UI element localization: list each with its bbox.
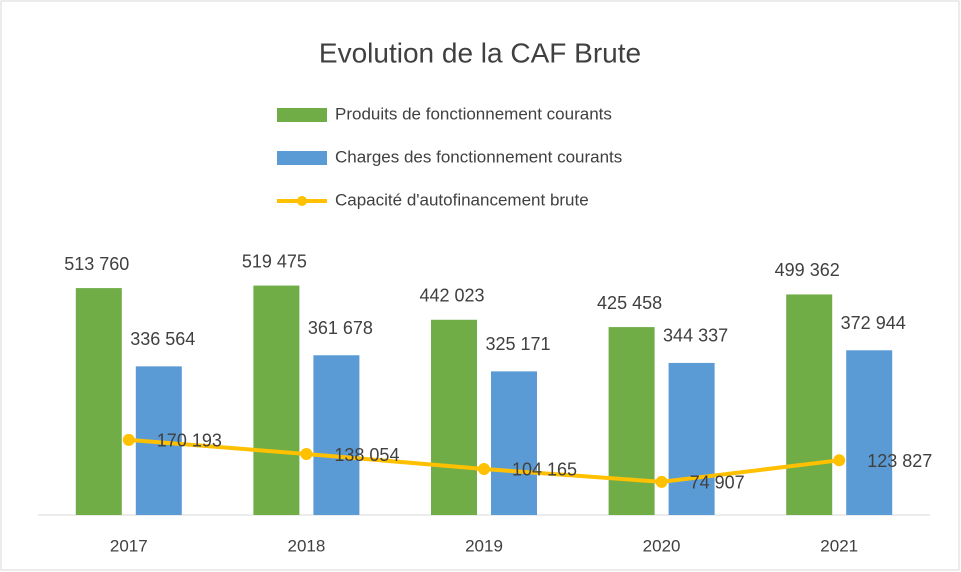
bar <box>431 319 477 515</box>
data-label: 336 564 <box>130 329 195 349</box>
data-label: 325 171 <box>485 334 550 354</box>
bar <box>313 355 360 515</box>
data-label: 123 827 <box>867 451 932 471</box>
data-label: 372 944 <box>841 313 906 333</box>
x-tick-label: 2021 <box>820 536 858 555</box>
line-marker <box>122 433 135 446</box>
x-tick-label: 2018 <box>287 536 325 555</box>
x-tick-label: 2017 <box>110 536 148 555</box>
line-marker <box>300 448 313 461</box>
x-tick-label: 2020 <box>643 536 681 555</box>
data-label: 74 907 <box>690 473 745 493</box>
data-label: 170 193 <box>157 431 222 451</box>
line-marker <box>655 475 668 488</box>
bar <box>491 371 537 515</box>
legend-swatch <box>277 108 327 122</box>
x-tick-label: 2019 <box>465 536 503 555</box>
data-label: 513 760 <box>64 254 129 274</box>
data-label: 519 475 <box>242 251 307 271</box>
chart-title: Evolution de la CAF Brute <box>319 37 641 68</box>
legend-swatch <box>277 151 327 165</box>
line-marker <box>478 462 490 475</box>
bar <box>668 362 715 515</box>
data-label: 361 678 <box>308 318 373 338</box>
legend-label: Capacité d'autofinancement brute <box>335 190 589 209</box>
bar <box>253 285 300 515</box>
data-label: 425 458 <box>597 293 662 313</box>
bar <box>608 327 655 515</box>
legend-label: Charges des fonctionnement courants <box>335 147 622 166</box>
data-label: 138 054 <box>334 445 399 465</box>
data-label: 104 165 <box>512 460 577 480</box>
bar <box>786 294 833 515</box>
bar <box>846 350 893 515</box>
legend-label: Produits de fonctionnement courants <box>335 104 612 123</box>
legend-marker <box>297 196 307 206</box>
bar <box>75 288 122 515</box>
line-marker <box>833 454 846 467</box>
data-label: 344 337 <box>663 326 728 346</box>
data-label: 442 023 <box>419 286 484 306</box>
data-label: 499 362 <box>775 260 840 280</box>
